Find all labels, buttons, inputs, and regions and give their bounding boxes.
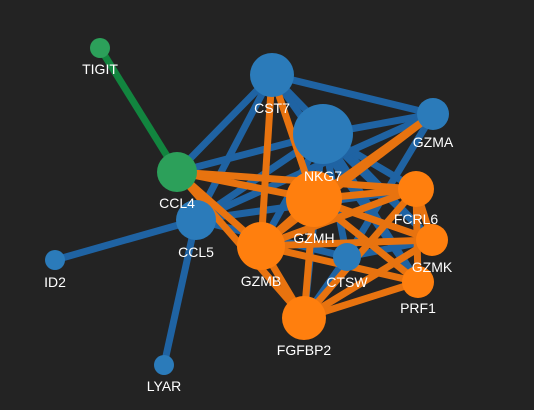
- node-label-ctsw: CTSW: [326, 274, 368, 290]
- node-ctsw[interactable]: [333, 243, 361, 271]
- node-label-lyar: LYAR: [147, 378, 182, 394]
- node-lyar[interactable]: [154, 355, 174, 375]
- node-label-tigit: TIGIT: [82, 61, 118, 77]
- node-id2[interactable]: [45, 250, 65, 270]
- node-label-fgfbp2: FGFBP2: [277, 342, 332, 358]
- node-nkg7[interactable]: [293, 104, 353, 164]
- edge-cst7-gzmb: [257, 74, 276, 247]
- edge-ccl5-id2: [54, 216, 197, 264]
- edge-gzmb-fcrl6: [259, 185, 418, 250]
- node-fgfbp2[interactable]: [282, 296, 326, 340]
- node-prf1[interactable]: [402, 266, 434, 298]
- node-layer: [45, 38, 449, 375]
- node-label-nkg7: NKG7: [304, 168, 342, 184]
- edge-layer: [54, 46, 436, 366]
- node-cst7[interactable]: [250, 53, 294, 97]
- node-label-prf1: PRF1: [400, 300, 436, 316]
- label-layer: TIGIT CST7 NKG7 GZMA CCL4 GZMH FCRL6 CCL5 GZMK ID…: [44, 61, 454, 394]
- node-label-ccl5: CCL5: [178, 244, 214, 260]
- edge-gzma-ccl5: [194, 110, 435, 224]
- edge-fgfbp2-gzmk: [302, 237, 434, 321]
- node-label-cst7: CST7: [254, 100, 290, 116]
- node-label-gzma: GZMA: [413, 134, 454, 150]
- node-label-ccl4: CCL4: [159, 195, 195, 211]
- edge-ccl5-lyar: [160, 219, 200, 366]
- node-gzmh[interactable]: [286, 171, 342, 227]
- node-label-gzmk: GZMK: [412, 259, 453, 275]
- node-gzma[interactable]: [417, 98, 449, 130]
- edge-gzmb-gzmk: [260, 236, 433, 250]
- edge-cst7-gzma: [271, 71, 434, 118]
- node-tigit[interactable]: [90, 38, 110, 58]
- edge-tigit-ccl4: [97, 46, 180, 174]
- edge-cst7-ccl4: [174, 72, 275, 175]
- node-gzmb[interactable]: [237, 222, 285, 270]
- node-label-id2: ID2: [44, 274, 66, 290]
- node-gzmk[interactable]: [416, 224, 448, 256]
- node-label-gzmh: GZMH: [293, 230, 334, 246]
- node-label-gzmb: GZMB: [241, 273, 281, 289]
- node-ccl5[interactable]: [176, 200, 216, 240]
- node-fcrl6[interactable]: [398, 171, 434, 207]
- node-label-fcrl6: FCRL6: [394, 211, 439, 227]
- node-ccl4[interactable]: [157, 152, 197, 192]
